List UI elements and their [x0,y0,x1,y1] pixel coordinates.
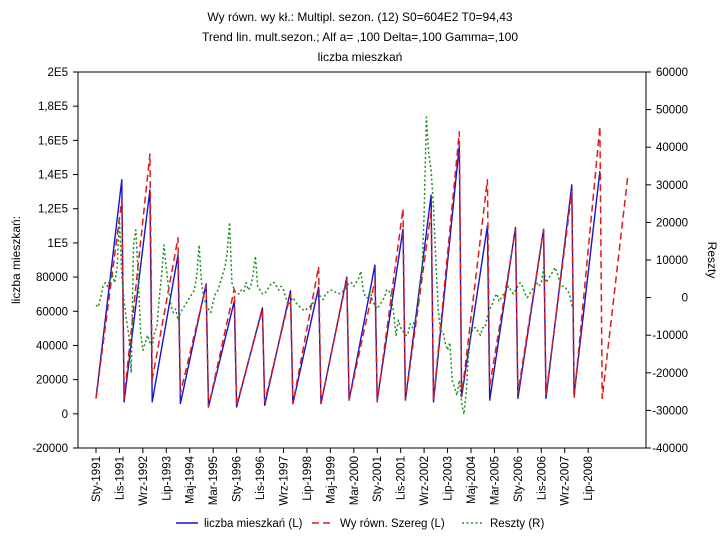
right-tick-label: 0 [682,293,688,305]
x-tick-label: Lip-1993 [161,456,173,501]
x-tick-label: Maj-2004 [466,455,478,504]
left-tick-label: 1,4E5 [38,170,68,182]
x-tick-label: Lip-1998 [302,456,314,501]
x-tick-label: Lip-2003 [443,456,455,501]
x-tick-label: Lis-2001 [396,456,408,500]
x-tick-label: Wrz-2007 [560,456,572,506]
left-tick-label: 0 [62,409,68,421]
right-tick-label: -40000 [652,443,688,455]
x-tick-label: Sty-1996 [232,456,244,502]
x-tick-label: Maj-1999 [325,456,337,504]
left-tick-label: 1,8E5 [38,101,68,113]
chart-title-line-2: Trend lin. mult.sezon.; Alf a= ,100 Delt… [202,30,518,44]
y-axis-title-left: liczba mieszkań: [9,216,23,304]
left-tick-label: -20000 [32,443,68,455]
x-tick-label: Wrz-1992 [138,456,150,506]
left-tick-label: 20000 [36,375,68,387]
legend-label-3: Reszty (R) [490,518,544,530]
right-tick-label: 20000 [656,217,688,229]
chart-title-line-3: liczba mieszkań [318,50,403,64]
right-tick-label: 30000 [656,180,688,192]
chart-title-group: Wy równ. wy kł.: Multipl. sezon. (12) S0… [202,10,518,64]
left-tick-label: 1,6E5 [38,135,68,147]
right-tick-label: -20000 [652,368,688,380]
left-axis: -20000 0 20000 40000 60000 80000 1E5 1,2E5 1,4E5… [32,67,78,455]
y-axis-title-right: Reszty [705,242,719,279]
right-tick-label: 60000 [656,67,688,79]
right-tick-label: 40000 [656,142,688,154]
legend: liczba mieszkań (L) Wy równ. Szereg (L) Re… [176,518,544,530]
left-tick-label: 1,2E5 [38,204,68,216]
left-tick-label: 60000 [36,306,68,318]
left-tick-label: 1E5 [48,238,68,250]
series-line-2 [95,125,629,408]
left-tick-label: 40000 [36,340,68,352]
right-tick-label: 10000 [656,255,688,267]
right-tick-label: 50000 [656,105,688,117]
x-tick-label: Wrz-2002 [419,456,431,506]
x-tick-label: Lis-1991 [114,456,126,500]
chart-title-line-1: Wy równ. wy kł.: Multipl. sezon. (12) S0… [207,10,512,24]
left-tick-label: 2E5 [48,67,68,79]
x-tick-label: Sty-2001 [372,456,384,502]
legend-label-1: liczba mieszkań (L) [204,518,303,530]
x-tick-label: Maj-1994 [185,455,197,504]
x-tick-label: Wrz-1997 [278,456,290,506]
x-axis: Sty-1991 Lis-1991 Wrz-1992 Lip-1993 Maj-1994… [91,448,595,506]
x-tick-label: Sty-1991 [91,456,103,502]
x-tick-label: Lip-2008 [583,456,595,501]
legend-label-2: Wy równ. Szereg (L) [340,518,445,530]
right-tick-label: -10000 [652,330,688,342]
x-tick-label: Mar-1995 [208,456,220,505]
right-axis: -40000 -30000 -20000 -10000 0 10000 20000 30000… [646,67,688,455]
x-tick-label: Mar-2005 [489,456,501,505]
plot-frame [77,71,647,449]
series-line-3 [95,116,575,415]
x-tick-label: Sty-2006 [513,456,525,502]
series-group [95,116,629,415]
x-tick-label: Lis-1996 [255,456,267,500]
x-tick-label: Lis-2006 [536,456,548,500]
x-tick-label: Mar-2000 [349,456,361,505]
right-tick-label: -30000 [652,405,688,417]
left-tick-label: 80000 [36,272,68,284]
